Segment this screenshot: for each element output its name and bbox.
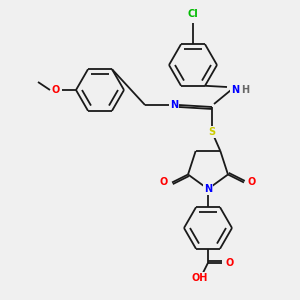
Text: N: N <box>204 184 212 194</box>
Text: S: S <box>208 127 216 137</box>
Text: Cl: Cl <box>188 9 198 19</box>
Text: O: O <box>52 85 60 95</box>
Text: O: O <box>160 178 168 188</box>
Text: N: N <box>231 85 239 95</box>
Text: N: N <box>170 100 178 110</box>
Text: O: O <box>248 178 256 188</box>
Text: O: O <box>226 258 234 268</box>
Text: OH: OH <box>192 273 208 283</box>
Text: H: H <box>241 85 249 95</box>
